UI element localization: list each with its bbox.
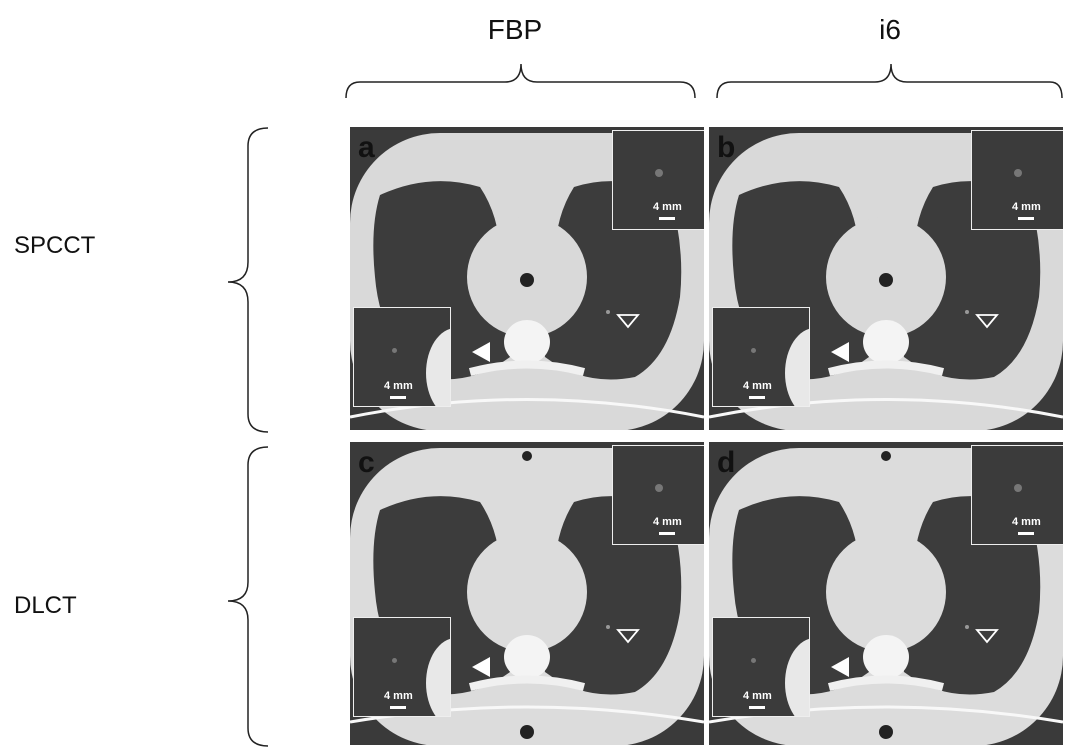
scale-label: 4 mm [1012, 201, 1041, 213]
inset-bottom-left: 4 mm [712, 307, 810, 407]
scale-bar [659, 217, 675, 220]
ct-slice [350, 127, 704, 430]
brace-spcct [227, 127, 269, 433]
inset-top-right: 4 mm [612, 445, 704, 545]
inset-top-right: 4 mm [971, 445, 1063, 545]
panel-letter: c [358, 446, 375, 479]
scale-bar [659, 532, 675, 535]
scale-label: 4 mm [384, 690, 413, 702]
row-label-spcct: SPCCT [14, 232, 96, 259]
panel-d: d 4 mm 4 mm [709, 442, 1063, 745]
scale-label: 4 mm [743, 380, 772, 392]
panel-b: b 4 mm 4 mm [709, 127, 1063, 430]
inset-bottom-left: 4 mm [712, 617, 810, 717]
row-label-dlct: DLCT [14, 592, 77, 619]
scale-label: 4 mm [384, 380, 413, 392]
scale-bar [390, 706, 406, 709]
column-label-fbp: FBP [487, 14, 543, 45]
brace-dlct [227, 446, 269, 747]
scale-label: 4 mm [1012, 516, 1041, 528]
inset-top-right: 4 mm [612, 130, 704, 230]
panel-letter: d [717, 446, 736, 479]
panel-c: c 4 mm 4 mm [350, 442, 704, 745]
scale-label: 4 mm [653, 516, 682, 528]
inset-bottom-left: 4 mm [353, 617, 451, 717]
scale-bar [749, 706, 765, 709]
panel-letter: a [358, 131, 375, 164]
inset-top-right: 4 mm [971, 130, 1063, 230]
panel-a: a 4 mm 4 mm [350, 127, 704, 430]
brace-fbp [345, 63, 696, 99]
scale-bar [390, 396, 406, 399]
panel-letter: b [717, 131, 736, 164]
scale-bar [1018, 532, 1034, 535]
column-label-i6: i6 [879, 14, 901, 45]
scale-bar [1018, 217, 1034, 220]
brace-i6 [716, 63, 1063, 99]
scale-bar [749, 396, 765, 399]
scale-label: 4 mm [743, 690, 772, 702]
scale-label: 4 mm [653, 201, 682, 213]
inset-bottom-left: 4 mm [353, 307, 451, 407]
